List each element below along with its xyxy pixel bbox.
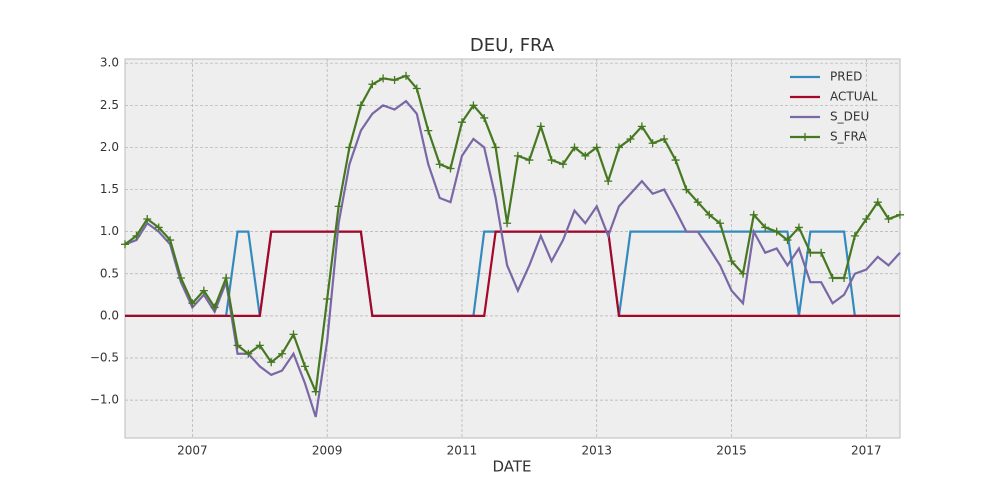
point-marker: [840, 273, 849, 282]
y-tick-label: 3.0: [100, 56, 119, 70]
point-marker: [143, 215, 152, 224]
point-marker: [738, 269, 747, 278]
chart-title: DEU, FRA: [470, 35, 555, 56]
point-marker: [783, 236, 792, 245]
point-marker: [896, 210, 904, 219]
series-line: [125, 230, 900, 317]
point-marker: [547, 156, 556, 165]
point-marker: [412, 84, 421, 93]
point-marker: [570, 143, 579, 152]
x-tick-label: 2007: [177, 444, 208, 458]
point-marker: [199, 286, 208, 295]
point-marker: [446, 164, 455, 173]
legend-label: PRED: [830, 70, 862, 84]
point-marker: [278, 349, 287, 358]
point-marker: [435, 160, 444, 169]
y-tick-label: 0.5: [100, 266, 119, 280]
point-marker: [660, 135, 669, 144]
point-marker: [693, 198, 702, 207]
point-marker: [311, 387, 320, 396]
y-tick-label: 2.0: [100, 140, 119, 154]
point-marker: [188, 299, 197, 308]
y-tick-label: 0.0: [100, 308, 119, 322]
point-marker: [379, 74, 388, 83]
y-tick-label: −0.5: [90, 350, 119, 364]
point-marker: [491, 143, 500, 152]
point-marker: [334, 202, 343, 211]
point-marker: [345, 143, 354, 152]
x-tick-label: 2011: [447, 444, 478, 458]
point-marker: [222, 273, 231, 282]
point-marker: [424, 126, 433, 135]
point-marker: [862, 215, 871, 224]
point-marker: [323, 295, 332, 304]
legend-marker: [801, 133, 809, 141]
point-marker: [210, 303, 219, 312]
plot-area: [125, 59, 900, 438]
point-marker: [873, 198, 882, 207]
point-marker: [637, 122, 646, 131]
point-marker: [761, 223, 770, 232]
point-marker: [300, 362, 309, 371]
x-tick-label: 2017: [851, 444, 882, 458]
point-marker: [244, 349, 253, 358]
point-marker: [626, 135, 635, 144]
point-marker: [390, 76, 399, 85]
point-marker: [166, 236, 175, 245]
point-marker: [289, 330, 298, 339]
point-marker: [255, 341, 264, 350]
point-marker: [267, 358, 276, 367]
point-marker: [356, 101, 365, 110]
point-marker: [705, 210, 714, 219]
legend-label: S_FRA: [830, 130, 867, 144]
point-marker: [749, 210, 758, 219]
point-marker: [368, 80, 377, 89]
point-marker: [648, 139, 657, 148]
x-tick-label: 2015: [716, 444, 747, 458]
point-marker: [794, 223, 803, 232]
legend-label: ACTUAL: [830, 90, 878, 104]
series-line: [124, 74, 901, 396]
point-marker: [457, 118, 466, 127]
point-marker: [154, 223, 163, 232]
point-marker: [884, 215, 893, 224]
point-marker: [480, 113, 489, 122]
x-axis-label: DATE: [492, 458, 531, 476]
x-tick-label: 2009: [312, 444, 343, 458]
point-marker: [121, 240, 129, 249]
point-marker: [503, 219, 512, 228]
point-marker: [592, 143, 601, 152]
plot-frame: [124, 58, 901, 439]
series-line: [124, 99, 901, 418]
point-marker: [671, 156, 680, 165]
point-marker: [402, 71, 411, 80]
x-tick-label: 2013: [581, 444, 612, 458]
point-marker: [716, 219, 725, 228]
point-marker: [132, 231, 141, 240]
y-tick-label: 1.5: [100, 182, 119, 196]
point-marker: [772, 227, 781, 236]
point-marker: [817, 248, 826, 257]
point-marker: [559, 160, 568, 169]
point-marker: [806, 248, 815, 257]
point-marker: [469, 101, 478, 110]
point-marker: [233, 341, 242, 350]
point-marker: [176, 273, 185, 282]
point-marker: [604, 177, 613, 186]
point-marker: [682, 185, 691, 194]
point-marker: [525, 156, 534, 165]
point-marker: [614, 143, 623, 152]
y-tick-label: 1.0: [100, 224, 119, 238]
point-marker: [850, 231, 859, 240]
y-tick-label: −1.0: [90, 393, 119, 407]
point-marker: [727, 257, 736, 266]
y-tick-label: 2.5: [100, 98, 119, 112]
point-marker: [513, 151, 522, 160]
point-marker: [536, 122, 545, 131]
legend-label: S_DEU: [830, 110, 869, 124]
point-marker: [581, 151, 590, 160]
point-marker: [828, 273, 837, 282]
